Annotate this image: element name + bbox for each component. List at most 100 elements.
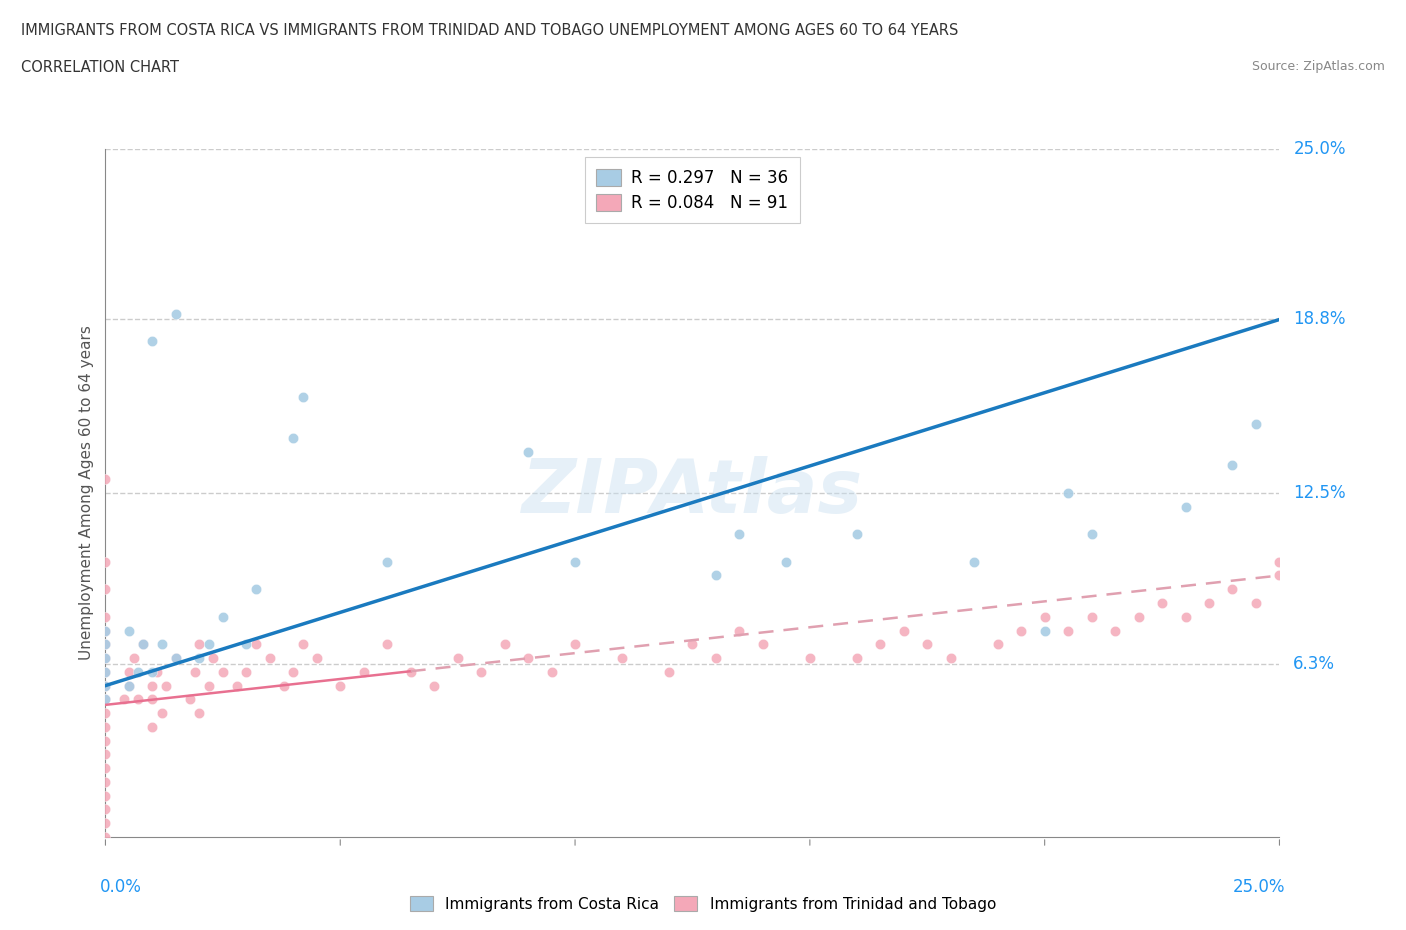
Point	[291, 637, 314, 652]
Text: 12.5%: 12.5%	[1294, 484, 1346, 502]
Point	[399, 664, 422, 679]
Text: 0.0%: 0.0%	[100, 878, 142, 897]
Point	[94, 720, 117, 735]
Point	[94, 692, 117, 707]
Point	[94, 816, 117, 830]
Point	[915, 637, 938, 652]
Text: IMMIGRANTS FROM COSTA RICA VS IMMIGRANTS FROM TRINIDAD AND TOBAGO UNEMPLOYMENT A: IMMIGRANTS FROM COSTA RICA VS IMMIGRANTS…	[21, 23, 959, 38]
Point	[141, 678, 163, 693]
Point	[94, 651, 117, 666]
Point	[122, 651, 145, 666]
Point	[799, 651, 821, 666]
Point	[150, 706, 173, 721]
Point	[150, 637, 173, 652]
Text: 25.0%: 25.0%	[1294, 140, 1346, 158]
Point	[1057, 623, 1080, 638]
Point	[1033, 623, 1056, 638]
Point	[197, 637, 219, 652]
Point	[1150, 595, 1173, 610]
Text: ZIPAtlas: ZIPAtlas	[522, 457, 863, 529]
Point	[1033, 609, 1056, 624]
Point	[94, 637, 117, 652]
Point	[94, 609, 117, 624]
Point	[658, 664, 681, 679]
Point	[179, 692, 201, 707]
Legend: R = 0.297   N = 36, R = 0.084   N = 91: R = 0.297 N = 36, R = 0.084 N = 91	[585, 157, 800, 223]
Point	[517, 445, 540, 459]
Point	[845, 526, 868, 541]
Point	[1244, 417, 1267, 432]
Point	[118, 678, 141, 693]
Point	[94, 775, 117, 790]
Legend: Immigrants from Costa Rica, Immigrants from Trinidad and Tobago: Immigrants from Costa Rica, Immigrants f…	[404, 889, 1002, 918]
Point	[1198, 595, 1220, 610]
Point	[132, 637, 155, 652]
Point	[375, 554, 398, 569]
Point	[94, 789, 117, 804]
Point	[141, 664, 163, 679]
Point	[704, 568, 727, 583]
Point	[94, 678, 117, 693]
Point	[112, 692, 135, 707]
Point	[127, 664, 149, 679]
Point	[235, 664, 257, 679]
Point	[141, 720, 163, 735]
Point	[188, 651, 211, 666]
Point	[197, 678, 219, 693]
Point	[94, 733, 117, 748]
Point	[728, 623, 751, 638]
Point	[202, 651, 225, 666]
Point	[94, 692, 117, 707]
Point	[94, 761, 117, 776]
Point	[283, 431, 305, 445]
Point	[869, 637, 891, 652]
Text: Source: ZipAtlas.com: Source: ZipAtlas.com	[1251, 60, 1385, 73]
Point	[1174, 499, 1197, 514]
Point	[259, 651, 281, 666]
Y-axis label: Unemployment Among Ages 60 to 64 years: Unemployment Among Ages 60 to 64 years	[79, 326, 94, 660]
Point	[1057, 485, 1080, 500]
Point	[1268, 554, 1291, 569]
Point	[540, 664, 562, 679]
Point	[939, 651, 962, 666]
Point	[146, 664, 169, 679]
Point	[226, 678, 249, 693]
Point	[94, 472, 117, 486]
Point	[188, 706, 211, 721]
Point	[94, 637, 117, 652]
Point	[283, 664, 305, 679]
Point	[94, 830, 117, 844]
Point	[235, 637, 257, 652]
Point	[94, 554, 117, 569]
Point	[681, 637, 703, 652]
Point	[494, 637, 516, 652]
Point	[1222, 458, 1244, 472]
Point	[775, 554, 797, 569]
Point	[118, 623, 141, 638]
Text: 25.0%: 25.0%	[1233, 878, 1285, 897]
Point	[165, 307, 187, 322]
Point	[273, 678, 295, 693]
Point	[1010, 623, 1032, 638]
Point	[188, 637, 211, 652]
Point	[1104, 623, 1126, 638]
Point	[704, 651, 727, 666]
Point	[94, 623, 117, 638]
Point	[423, 678, 446, 693]
Point	[564, 554, 586, 569]
Point	[1268, 568, 1291, 583]
Point	[752, 637, 775, 652]
Point	[446, 651, 468, 666]
Point	[165, 651, 187, 666]
Point	[94, 664, 117, 679]
Point	[211, 609, 233, 624]
Point	[353, 664, 375, 679]
Point	[1080, 526, 1102, 541]
Point	[94, 706, 117, 721]
Point	[470, 664, 492, 679]
Point	[245, 582, 267, 597]
Point	[845, 651, 868, 666]
Point	[375, 637, 398, 652]
Point	[1174, 609, 1197, 624]
Point	[1128, 609, 1150, 624]
